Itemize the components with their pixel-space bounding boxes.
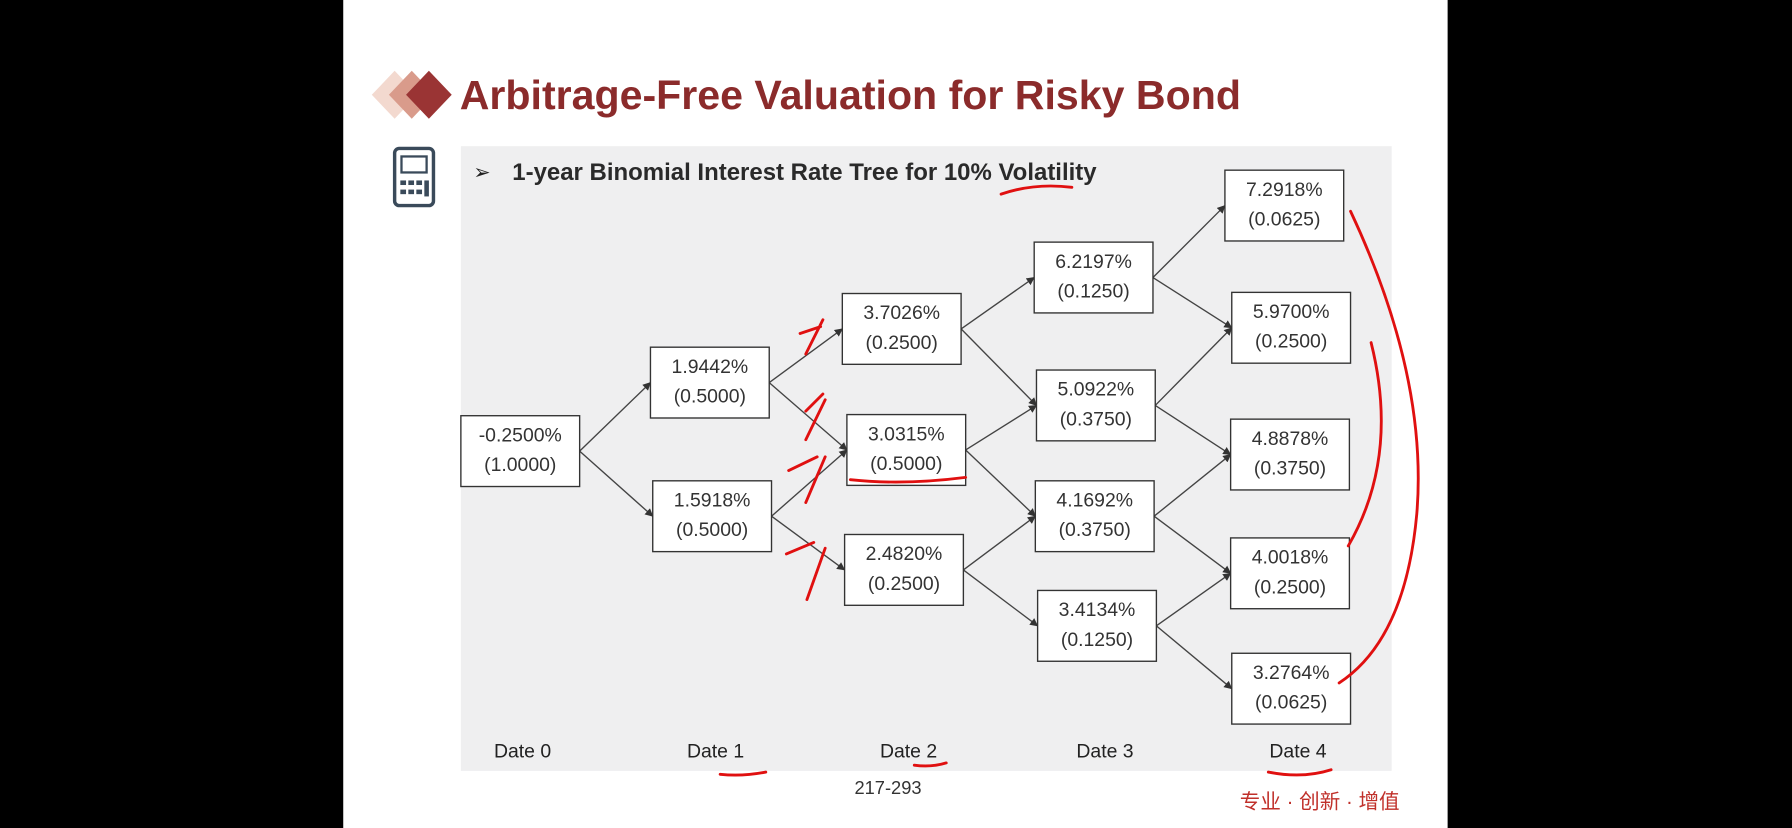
tree-edge	[579, 382, 652, 452]
tree-edge	[960, 328, 1038, 407]
tree-node: 6.2197% (0.1250)	[1033, 241, 1154, 314]
footer-slogan: 专业 · 创新 · 增值	[1240, 790, 1400, 813]
node-rate: 3.4134%	[1059, 599, 1136, 621]
tree-node: -0.2500% (1.0000)	[460, 415, 581, 488]
node-rate: 5.0922%	[1058, 379, 1135, 401]
tree-node: 4.0018% (0.2500)	[1229, 537, 1351, 610]
date-label: Date 3	[1076, 741, 1133, 763]
node-rate: 4.8878%	[1252, 428, 1329, 450]
tree-node: 4.1692% (0.3750)	[1034, 480, 1155, 553]
tree-edge	[1154, 327, 1233, 406]
tree-node: 7.2918% (0.0625)	[1224, 169, 1345, 242]
node-box	[1036, 589, 1158, 662]
node-rate: 4.0018%	[1252, 547, 1329, 569]
tree-node: 5.9700% (0.2500)	[1231, 291, 1352, 364]
tree-edge	[579, 450, 654, 517]
slide-title: Arbitrage-Free Valuation for Risky Bond	[460, 72, 1241, 118]
tree-edge	[771, 449, 848, 517]
node-rate: 4.1692%	[1056, 489, 1133, 511]
tree-node: 5.0922% (0.3750)	[1035, 369, 1156, 442]
date-label: Date 4	[1269, 741, 1326, 763]
tree-node: 3.2764% (0.0625)	[1231, 652, 1352, 725]
tree-edge	[1155, 625, 1233, 690]
handwriting	[718, 184, 1420, 777]
node-rate: 6.2197%	[1055, 251, 1132, 273]
page-number: 217-293	[854, 777, 921, 798]
node-probability: (0.1250)	[1057, 280, 1129, 302]
node-probability: (0.0625)	[1255, 692, 1327, 714]
node-box	[843, 533, 965, 606]
node-rate: 2.4820%	[866, 543, 943, 565]
tree-edge	[960, 276, 1035, 330]
node-probability: (0.3750)	[1059, 519, 1131, 541]
node-probability: (0.1250)	[1061, 629, 1133, 651]
node-box	[460, 415, 581, 488]
tree-edge	[965, 404, 1038, 451]
date-label: Date 1	[687, 741, 744, 763]
tree-edge	[1152, 276, 1233, 329]
node-probability: (0.0625)	[1248, 209, 1320, 231]
node-probability: (0.5000)	[676, 519, 748, 541]
tree-edge	[768, 382, 848, 451]
node-box	[1231, 652, 1352, 725]
tree-edge	[1153, 454, 1232, 517]
node-probability: (0.2500)	[1254, 576, 1326, 598]
bullet: ➢	[473, 161, 490, 184]
tree-node: 3.0315% (0.5000)	[846, 413, 967, 487]
node-box	[1231, 291, 1352, 364]
calculator-icon	[392, 146, 436, 208]
tree-node: 2.4820% (0.2500)	[843, 533, 965, 606]
tree-edge	[1154, 404, 1232, 456]
tree-edge	[1153, 515, 1232, 574]
node-box	[652, 480, 773, 553]
tree-edge	[1152, 204, 1226, 279]
node-rate: 3.2764%	[1253, 662, 1330, 684]
subtitle: 1-year Binomial Interest Rate Tree for 1…	[512, 159, 1097, 186]
node-probability: (0.5000)	[674, 386, 746, 408]
node-box	[846, 413, 967, 487]
tree-edge	[771, 515, 846, 571]
node-box	[841, 292, 962, 366]
node-box	[1035, 369, 1156, 442]
tree-edge	[768, 328, 843, 384]
tree-edge	[962, 569, 1039, 627]
node-probability: (0.2500)	[1255, 331, 1327, 353]
tree-node: 1.9442% (0.5000)	[649, 346, 770, 419]
tree-node: 4.8878% (0.3750)	[1229, 418, 1351, 491]
node-probability: (1.0000)	[484, 454, 556, 476]
node-rate: 5.9700%	[1253, 301, 1330, 323]
tree-node: 1.5918% (0.5000)	[652, 480, 773, 553]
node-box	[1229, 418, 1351, 491]
node-box	[1224, 169, 1345, 242]
tree-edge	[1155, 572, 1232, 627]
node-probability: (0.5000)	[870, 453, 942, 475]
node-rate: 1.9442%	[672, 356, 749, 378]
node-rate: -0.2500%	[479, 424, 562, 446]
node-probability: (0.2500)	[868, 573, 940, 595]
date-label: Date 0	[494, 741, 551, 763]
node-box	[1034, 480, 1155, 553]
date-label: Date 2	[880, 741, 937, 763]
rate-tree: -0.2500% (1.0000) 1.9442% (0.5000) 1.5918% (0…	[460, 169, 1352, 763]
node-rate: 3.7026%	[863, 302, 940, 324]
node-box	[649, 346, 770, 419]
tree-edge	[962, 515, 1036, 571]
node-probability: (0.3750)	[1060, 408, 1132, 430]
tree-node: 3.4134% (0.1250)	[1036, 589, 1158, 662]
node-probability: (0.2500)	[866, 332, 938, 354]
tree-node: 3.7026% (0.2500)	[841, 292, 962, 366]
node-probability: (0.3750)	[1254, 458, 1326, 480]
node-rate: 1.5918%	[674, 489, 751, 511]
node-rate: 3.0315%	[868, 423, 945, 445]
node-rate: 7.2918%	[1246, 179, 1323, 201]
node-box	[1033, 241, 1154, 314]
tree-edge	[965, 449, 1036, 517]
node-box	[1229, 537, 1351, 610]
